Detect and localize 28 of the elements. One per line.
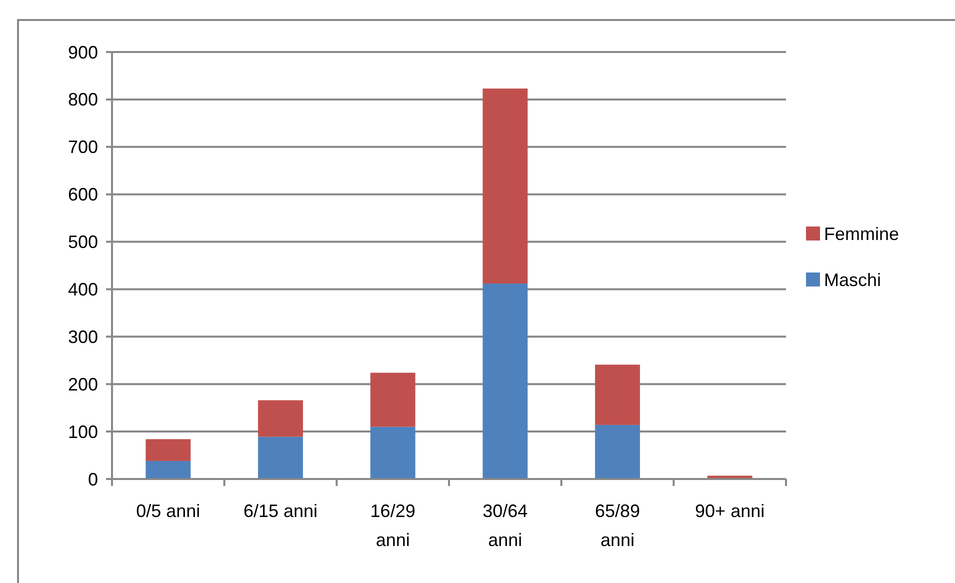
bar bbox=[595, 424, 640, 479]
bar bbox=[370, 372, 416, 427]
y-tick-label: 300 bbox=[68, 326, 98, 347]
bar bbox=[482, 88, 528, 284]
x-tick-label: 30/64 anni bbox=[482, 501, 528, 550]
legend-label: Maschi bbox=[824, 270, 882, 290]
y-tick-label: 400 bbox=[68, 280, 98, 300]
x-tick-label: 65/89 anni bbox=[594, 501, 640, 550]
bar bbox=[146, 439, 191, 461]
bar bbox=[146, 460, 191, 479]
x-tick-label: 6/15 anni bbox=[243, 501, 318, 521]
bar bbox=[370, 426, 416, 479]
bar bbox=[258, 436, 303, 479]
bar bbox=[482, 284, 528, 479]
y-tick-label: 500 bbox=[68, 232, 98, 252]
bar bbox=[258, 400, 303, 437]
y-tick-label: 600 bbox=[68, 184, 98, 205]
x-tick-label: 0/5 anni bbox=[136, 501, 200, 521]
legend-label: Femmine bbox=[824, 224, 900, 244]
y-tick-label: 800 bbox=[68, 90, 98, 110]
y-tick-label: 900 bbox=[68, 42, 98, 62]
x-tick-label: 16/29 anni bbox=[370, 501, 416, 550]
bar bbox=[595, 364, 640, 425]
y-tick-label: 700 bbox=[68, 137, 98, 158]
y-tick-label: 100 bbox=[68, 422, 98, 442]
y-tick-label: 200 bbox=[68, 374, 98, 394]
y-tick-label: 0 bbox=[88, 469, 98, 490]
x-tick-label: 90+ anni bbox=[695, 501, 765, 521]
